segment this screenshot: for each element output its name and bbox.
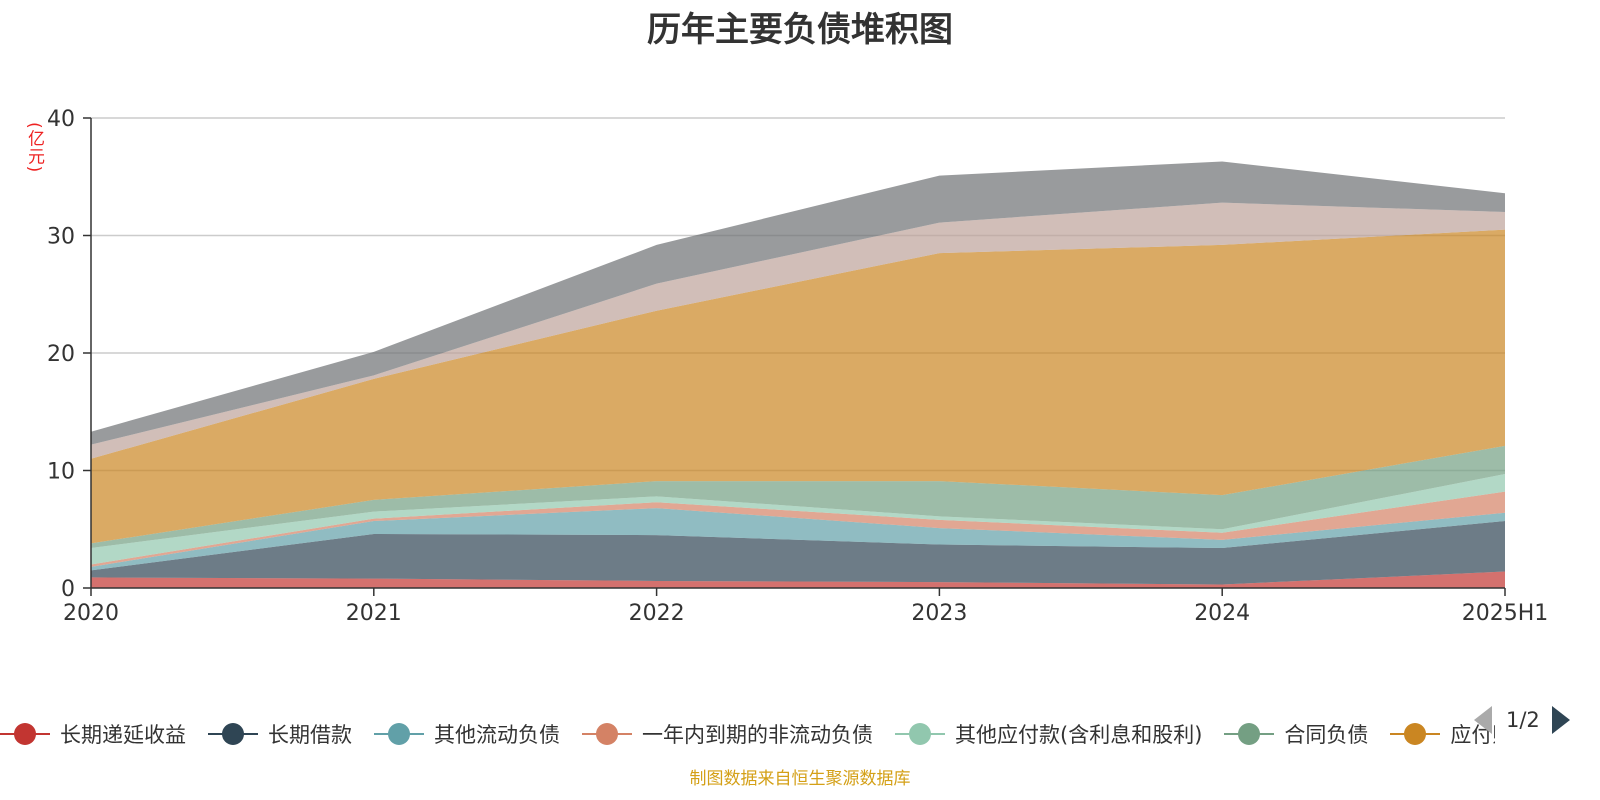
chart-title: 历年主要负债堆积图 xyxy=(647,10,953,50)
y-tick-label: 20 xyxy=(47,342,75,367)
legend-item[interactable]: 一年内到期的非流动负债 xyxy=(582,716,873,752)
source-note: 制图数据来自恒生聚源数据库 xyxy=(689,769,911,789)
y-tick-label: 40 xyxy=(47,107,75,132)
legend-item[interactable]: 其他应付款(含利息和股利) xyxy=(895,716,1202,752)
x-tick-label: 2020 xyxy=(63,601,119,626)
y-tick-label: 0 xyxy=(61,577,75,602)
legend-label: 长期递延收益 xyxy=(60,723,186,747)
legend-item[interactable]: 长期借款 xyxy=(208,716,352,752)
legend-marker-icon xyxy=(582,721,632,747)
legend-label: 一年内到期的非流动负债 xyxy=(642,723,873,747)
y-axis-unit-label: (亿元) xyxy=(24,122,44,174)
legend-marker-icon xyxy=(1224,721,1275,747)
legend-marker-icon xyxy=(0,721,50,747)
legend-label: 其他流动负债 xyxy=(434,723,560,747)
area-series[interactable] xyxy=(91,161,1505,445)
area-series[interactable] xyxy=(91,571,1505,588)
area-series[interactable] xyxy=(91,202,1505,459)
legend-pager: 1/2 xyxy=(1472,702,1600,738)
x-tick-label: 2022 xyxy=(629,601,685,626)
legend-label: 长期借款 xyxy=(268,723,352,747)
x-tick-label: 2023 xyxy=(911,601,967,626)
axes: 0 10 20 30 40 2020 2021 2022 2023 2024 2025H1 xyxy=(47,107,1548,626)
legend-page-indicator: 1/2 xyxy=(1506,708,1540,732)
x-tick-label: 2024 xyxy=(1194,601,1250,626)
legend-prev-page-icon[interactable] xyxy=(1474,706,1492,734)
legend-marker-icon xyxy=(374,721,424,747)
legend-item[interactable]: 应付账款 xyxy=(1390,716,1495,752)
area-series[interactable] xyxy=(91,508,1505,571)
legend-item[interactable]: 长期递延收益 xyxy=(0,716,186,752)
legend: 长期递延收益 长期借款 其他流动负债 一年内到期的非流动负债 其他应付款(含利息和股利)… xyxy=(0,716,1495,752)
stacked-area-chart: 0 10 20 30 40 2020 2021 2022 2023 2024 2025H1 xyxy=(47,107,1548,626)
x-tick-label: 2025H1 xyxy=(1462,601,1549,626)
area-series-layer xyxy=(91,161,1505,588)
area-series[interactable] xyxy=(91,445,1505,549)
x-tick-label: 2021 xyxy=(346,601,402,626)
y-tick-label: 30 xyxy=(47,225,75,250)
legend-marker-icon xyxy=(1390,721,1441,747)
area-series[interactable] xyxy=(91,229,1505,544)
legend-label: 合同负债 xyxy=(1284,723,1369,747)
legend-marker-icon xyxy=(208,721,258,747)
legend-item[interactable]: 合同负债 xyxy=(1224,716,1368,752)
legend-item[interactable]: 其他流动负债 xyxy=(374,716,560,752)
area-series[interactable] xyxy=(91,521,1505,585)
legend-marker-icon xyxy=(895,721,945,747)
legend-label: 其他应付款(含利息和股利) xyxy=(955,723,1203,747)
legend-next-page-icon[interactable] xyxy=(1551,706,1570,734)
y-tick-label: 10 xyxy=(47,460,75,485)
